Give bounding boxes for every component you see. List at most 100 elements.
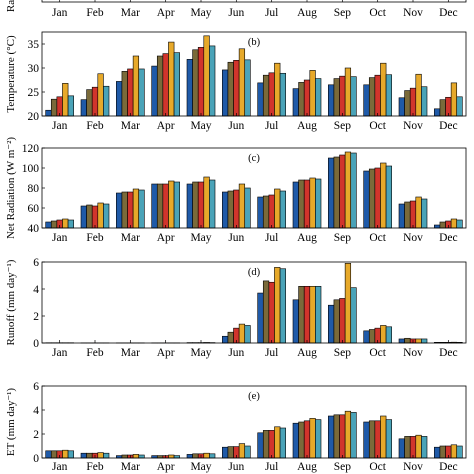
bar-p3-s5-Apr	[173, 181, 180, 229]
panel-label: (e)	[248, 391, 260, 402]
bar-p3-s3-Jun	[233, 189, 240, 229]
bar-p3-s5-May	[209, 179, 216, 229]
bar-p2-s2-Jul	[262, 74, 270, 117]
bar-p4-s1-Nov	[398, 338, 405, 344]
bar-p2-s5-May	[209, 45, 216, 117]
bar-p5-s1-Sep	[328, 415, 335, 459]
bar-p3-s4-Jan	[62, 218, 69, 229]
x-tick-label: Apr	[157, 7, 175, 19]
x-tick-label: Dec	[439, 347, 458, 359]
x-tick-label: Oct	[369, 347, 386, 359]
bar-p4-s3-Jul	[268, 281, 275, 344]
x-tick-label: Jun	[228, 461, 244, 473]
bar-p2-s1-Nov	[398, 97, 405, 117]
x-tick-label: Oct	[369, 232, 386, 244]
bar-p2-s5-Jul	[279, 72, 286, 117]
bar-p3-s4-Sep	[344, 151, 352, 229]
x-tick-label: May	[190, 347, 211, 359]
bar-p3-s5-Feb	[103, 203, 110, 229]
bar-p2-s1-Aug	[292, 88, 299, 117]
bar-p5-s5-May	[209, 453, 216, 459]
bar-p3-s1-Dec	[434, 224, 441, 229]
bar-p5-s2-Jan	[50, 450, 58, 459]
bar-p3-s1-Nov	[398, 203, 405, 229]
x-tick-label: Nov	[403, 232, 423, 244]
bar-p3-s4-Dec	[450, 218, 458, 229]
bar-p4-s1-Oct	[363, 330, 370, 344]
bar-p3-s3-Jul	[268, 194, 275, 229]
x-tick-label: Sep	[334, 347, 352, 359]
bar-p3-s1-Jun	[222, 191, 229, 229]
axes-box	[41, 31, 467, 117]
bar-p5-s2-Jun	[227, 446, 234, 459]
bar-p5-s1-Jan	[45, 450, 52, 459]
bar-p5-s1-Nov	[398, 438, 405, 459]
bar-p2-s1-Jul	[257, 82, 264, 117]
x-tick-label: Feb	[86, 120, 104, 132]
x-tick-label: Oct	[369, 461, 386, 473]
x-tick-label: Jun	[228, 7, 244, 19]
bar-p3-s1-Apr	[151, 183, 158, 229]
y-tick-label: 35	[28, 39, 40, 51]
bar-p3-s1-Aug	[292, 181, 299, 229]
bar-p3-s5-Dec	[456, 219, 463, 229]
axes-box	[41, 385, 467, 459]
x-tick-label: Dec	[439, 7, 458, 19]
bar-p4-s2-Aug	[298, 285, 305, 344]
bar-p2-s4-Feb	[97, 73, 104, 117]
bar-p3-s2-Aug	[298, 179, 305, 229]
x-tick-label: May	[190, 461, 211, 473]
x-tick-label: Apr	[157, 120, 175, 132]
bar-p2-s3-Jul	[268, 72, 275, 117]
bar-p2-s3-Feb	[91, 86, 99, 117]
bar-p2-s1-Oct	[363, 84, 370, 117]
bar-p3-s4-May	[203, 176, 210, 229]
bar-p2-s2-Oct	[368, 77, 376, 117]
y-tick-label: 20	[28, 111, 40, 123]
bar-p2-s3-Oct	[374, 74, 381, 117]
bar-p5-s5-Nov	[421, 436, 428, 459]
x-tick-label: Aug	[297, 7, 317, 19]
bar-p4-s1-Jul	[257, 292, 264, 344]
bar-p5-s5-Feb	[103, 452, 110, 459]
bar-p5-s2-Sep	[333, 414, 340, 459]
bar-p5-s1-Oct	[363, 421, 370, 459]
bar-p3-s2-Sep	[333, 156, 340, 229]
bar-p5-s5-Jun	[244, 445, 251, 459]
bar-p5-s1-May	[186, 454, 193, 459]
bar-p4-s1-Sep	[328, 304, 335, 344]
bar-p2-s2-Jan	[50, 98, 58, 117]
x-tick-label: Sep	[334, 7, 352, 19]
bar-p2-s1-Jan	[45, 109, 52, 117]
y-tick-label: 25	[28, 87, 40, 99]
bar-p4-s4-Jul	[274, 267, 281, 344]
bar-p5-s2-Nov	[404, 436, 411, 459]
bar-p2-s5-Aug	[315, 78, 322, 117]
x-tick-label: Aug	[297, 232, 317, 244]
bar-p5-s2-Oct	[368, 420, 376, 459]
y-tick-label: 100	[22, 163, 40, 175]
x-tick-label: Jul	[265, 232, 278, 244]
bar-p3-s5-Jul	[279, 190, 286, 229]
bar-p5-s3-Aug	[303, 420, 311, 459]
bar-p3-s1-Oct	[363, 170, 370, 229]
bar-p5-s2-Dec	[439, 445, 446, 459]
bar-p2-s2-May	[192, 49, 199, 117]
bar-p5-s5-Jan	[67, 450, 74, 459]
bar-p4-s5-Sep	[350, 287, 357, 344]
bar-p5-s1-Aug	[292, 422, 299, 459]
bar-p5-s1-Jun	[222, 446, 229, 459]
bar-p5-s3-Sep	[339, 414, 346, 459]
x-tick-label: Mar	[121, 7, 140, 19]
bar-p2-s5-Nov	[421, 86, 428, 117]
bar-p5-s4-Mar	[132, 454, 140, 459]
bar-p4-s5-Nov	[421, 338, 428, 344]
axes-box	[41, 261, 467, 344]
bar-p3-s5-Jan	[67, 219, 74, 229]
x-tick-label: Jan	[52, 120, 68, 132]
bar-p3-s2-Jun	[227, 190, 234, 229]
x-tick-label: May	[190, 232, 211, 244]
bar-p5-s1-Jul	[257, 432, 264, 459]
bar-p3-s4-Mar	[132, 188, 140, 229]
panel-label: (c)	[248, 153, 260, 164]
